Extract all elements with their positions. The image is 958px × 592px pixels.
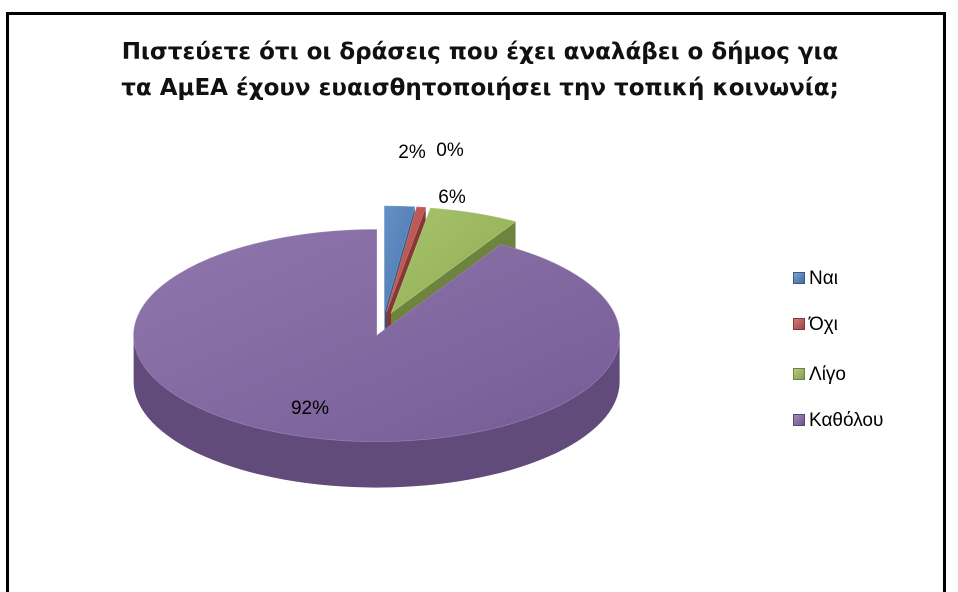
slice-ligo [390,207,517,314]
chart-title-line-2: τα ΑμΕΑ έχουν ευαισθητοποιήσει την τοπικ… [121,75,839,101]
slice-katholou [133,229,620,442]
legend-swatch-nai [793,272,805,284]
legend-label-katholou: Καθόλου [809,410,884,431]
slice-ochi [386,206,427,313]
chart-title: Πιστεύετε ότι οι δράσεις που έχει αναλάβ… [40,34,920,106]
data-label-nai: 2% [398,142,426,163]
legend-swatch-ochi [793,318,805,330]
slice-nai [384,205,416,313]
chart-title-line-1: Πιστεύετε ότι οι δράσεις που έχει αναλάβ… [121,39,839,65]
data-label-ochi: 0% [436,140,464,161]
legend-label-nai: Ναι [809,268,838,289]
legend-label-ochi: Όχι [809,314,838,335]
legend-swatch-ligo [793,368,805,380]
legend-swatch-katholou [793,414,805,426]
legend-label-ligo: Λίγο [809,364,846,385]
data-label-ligo: 6% [438,187,466,208]
data-label-katholou: 92% [291,398,329,419]
